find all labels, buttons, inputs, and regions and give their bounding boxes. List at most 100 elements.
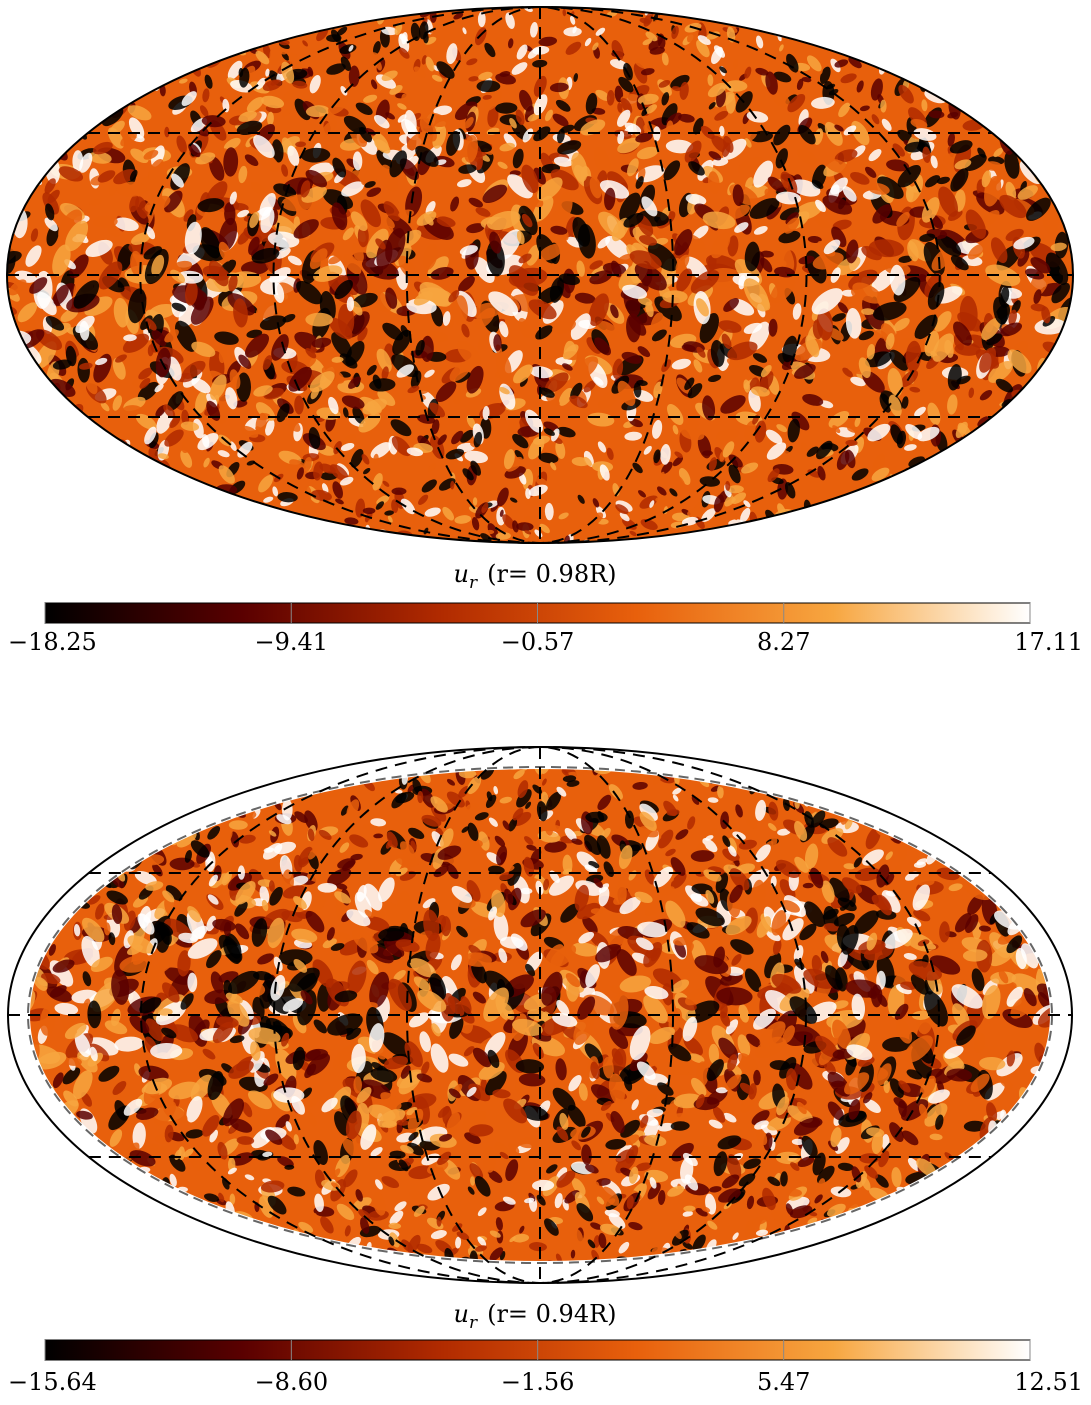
texture-blob bbox=[980, 757, 990, 769]
texture-blob bbox=[157, 520, 166, 531]
texture-blob bbox=[872, 1243, 882, 1260]
texture-blob bbox=[744, 66, 752, 79]
texture-blob bbox=[994, 1260, 1010, 1270]
texture-blob bbox=[1057, 527, 1065, 542]
texture-blob bbox=[796, 148, 818, 165]
texture-blob bbox=[123, 459, 129, 470]
texture-blob bbox=[661, 103, 678, 126]
texture-blob bbox=[897, 745, 904, 749]
texture-blob bbox=[67, 1252, 78, 1259]
texture-blob bbox=[377, 390, 396, 406]
texture-blob bbox=[620, 97, 633, 114]
texture-blob bbox=[875, 45, 894, 56]
texture-blob bbox=[118, 50, 126, 62]
texture-blob bbox=[156, 1272, 168, 1273]
texture-blob bbox=[964, 21, 970, 31]
texture-blob bbox=[956, 458, 974, 469]
texture-blob bbox=[364, 535, 372, 540]
texture-blob bbox=[1063, 920, 1080, 938]
texture-blob bbox=[105, 1183, 117, 1204]
texture-blob bbox=[708, 457, 717, 472]
texture-blob bbox=[76, 841, 96, 863]
texture-blob bbox=[108, 180, 117, 196]
texture-blob bbox=[1061, 171, 1073, 192]
texture-blob bbox=[931, 1228, 941, 1241]
texture-blob bbox=[468, 76, 479, 82]
texture-blob bbox=[366, 187, 382, 198]
texture-blob bbox=[699, 476, 720, 487]
texture-blob bbox=[925, 519, 938, 528]
texture-blob bbox=[909, 41, 930, 52]
texture-blob bbox=[824, 1252, 830, 1263]
texture-blob bbox=[839, 757, 846, 760]
map-texture bbox=[16, 742, 1080, 1273]
texture-blob bbox=[930, 53, 939, 61]
texture-blob bbox=[181, 774, 188, 783]
texture-blob bbox=[185, 280, 198, 306]
texture-blob bbox=[805, 335, 820, 358]
texture-blob bbox=[901, 1243, 909, 1256]
texture-blob bbox=[331, 356, 344, 363]
texture-blob bbox=[390, 419, 412, 437]
texture-blob bbox=[944, 1255, 952, 1266]
texture-blob bbox=[1057, 851, 1064, 858]
texture-blob bbox=[228, 524, 233, 533]
texture-blob bbox=[486, 210, 521, 231]
texture-blob bbox=[665, 139, 694, 154]
texture-blob bbox=[977, 416, 990, 427]
texture-blob bbox=[302, 40, 308, 47]
texture-blob bbox=[26, 505, 42, 514]
texture-blob bbox=[86, 782, 102, 802]
texture-blob bbox=[898, 84, 914, 104]
texture-blob bbox=[131, 232, 151, 245]
texture-blob bbox=[950, 19, 966, 35]
texture-blob bbox=[31, 757, 47, 764]
texture-blob bbox=[354, 742, 372, 756]
texture-blob bbox=[385, 112, 396, 120]
texture-blob bbox=[973, 1226, 982, 1235]
texture-blob bbox=[7, 325, 15, 345]
texture-blob bbox=[639, 495, 658, 509]
texture-blob bbox=[980, 458, 991, 471]
texture-blob bbox=[1041, 9, 1047, 20]
texture-blob bbox=[55, 117, 68, 125]
texture-blob bbox=[997, 413, 1022, 431]
texture-blob bbox=[862, 744, 871, 754]
texture-blob bbox=[826, 83, 836, 90]
texture-blob bbox=[169, 857, 195, 871]
texture-blob bbox=[1026, 73, 1037, 93]
texture-blob bbox=[932, 1260, 944, 1267]
texture-blob bbox=[18, 1165, 35, 1179]
texture-blob bbox=[816, 440, 833, 460]
texture-blob bbox=[632, 462, 643, 474]
texture-blob bbox=[21, 184, 32, 193]
texture-blob bbox=[37, 1224, 50, 1244]
texture-blob bbox=[1067, 1091, 1076, 1108]
texture-blob bbox=[1043, 420, 1063, 438]
texture-blob bbox=[47, 20, 55, 26]
texture-blob bbox=[123, 825, 134, 832]
texture-blob bbox=[35, 424, 43, 438]
texture-blob bbox=[466, 223, 485, 234]
texture-blob bbox=[122, 333, 150, 353]
texture-blob bbox=[126, 1238, 144, 1248]
texture-blob bbox=[953, 814, 968, 824]
texture-blob bbox=[220, 1249, 232, 1263]
texture-blob bbox=[8, 376, 22, 403]
texture-blob bbox=[154, 524, 162, 533]
texture-blob bbox=[671, 25, 679, 40]
texture-blob bbox=[20, 379, 31, 389]
texture-blob bbox=[593, 146, 611, 176]
texture-blob bbox=[832, 425, 841, 434]
texture-blob bbox=[95, 787, 105, 795]
texture-blob bbox=[1017, 185, 1038, 200]
texture-blob bbox=[1025, 100, 1048, 113]
texture-blob bbox=[132, 1193, 139, 1204]
texture-blob bbox=[167, 757, 176, 759]
texture-blob bbox=[785, 7, 794, 16]
texture-blob bbox=[182, 1266, 190, 1273]
texture-blob bbox=[696, 298, 709, 317]
texture-blob bbox=[1044, 539, 1056, 543]
texture-blob bbox=[528, 299, 557, 320]
